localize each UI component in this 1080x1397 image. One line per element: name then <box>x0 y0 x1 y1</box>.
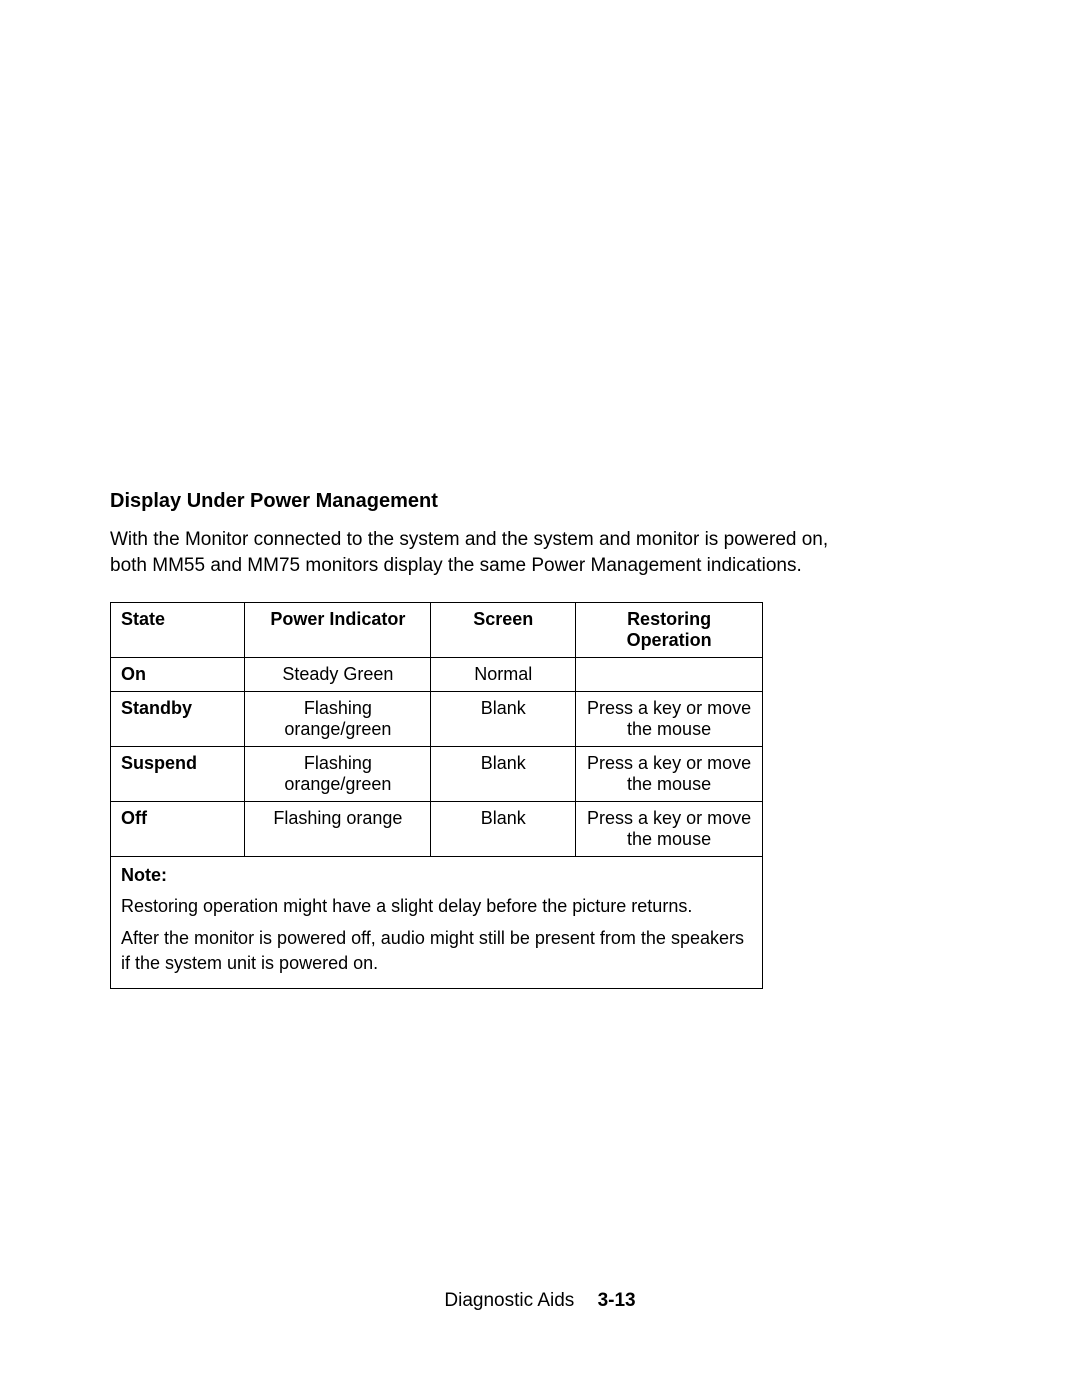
footer-page-number: 3-13 <box>598 1290 636 1311</box>
table-note-row: Note: Restoring operation might have a s… <box>111 857 763 989</box>
cell-power: Flashing orange <box>245 802 431 857</box>
note-label: Note: <box>121 863 752 888</box>
section-heading: Display Under Power Management <box>110 490 850 513</box>
col-header-power: Power Indicator <box>245 603 431 658</box>
cell-screen: Blank <box>431 692 576 747</box>
cell-restore: Press a key or move the mouse <box>576 802 763 857</box>
cell-restore <box>576 658 763 692</box>
col-header-state: State <box>111 603 245 658</box>
cell-screen: Normal <box>431 658 576 692</box>
cell-restore: Press a key or move the mouse <box>576 692 763 747</box>
cell-power: Flashing orange/green <box>245 747 431 802</box>
cell-state: Suspend <box>111 747 245 802</box>
table-row: Off Flashing orange Blank Press a key or… <box>111 802 763 857</box>
footer-section: Diagnostic Aids <box>444 1290 574 1311</box>
cell-power: Flashing orange/green <box>245 692 431 747</box>
intro-paragraph: With the Monitor connected to the system… <box>110 527 850 578</box>
cell-screen: Blank <box>431 747 576 802</box>
cell-power: Steady Green <box>245 658 431 692</box>
power-management-table: State Power Indicator Screen Restoring O… <box>110 602 763 989</box>
note-cell: Note: Restoring operation might have a s… <box>111 857 763 989</box>
cell-screen: Blank <box>431 802 576 857</box>
page-content: Display Under Power Management With the … <box>110 490 850 989</box>
col-header-restore: Restoring Operation <box>576 603 763 658</box>
table-row: Suspend Flashing orange/green Blank Pres… <box>111 747 763 802</box>
table-row: On Steady Green Normal <box>111 658 763 692</box>
cell-state: On <box>111 658 245 692</box>
table-header-row: State Power Indicator Screen Restoring O… <box>111 603 763 658</box>
cell-state: Standby <box>111 692 245 747</box>
table-row: Standby Flashing orange/green Blank Pres… <box>111 692 763 747</box>
cell-state: Off <box>111 802 245 857</box>
note-line: Restoring operation might have a slight … <box>121 894 752 919</box>
col-header-screen: Screen <box>431 603 576 658</box>
page-footer: Diagnostic Aids 3-13 <box>0 1290 1080 1312</box>
cell-restore: Press a key or move the mouse <box>576 747 763 802</box>
note-line: After the monitor is powered off, audio … <box>121 926 752 976</box>
